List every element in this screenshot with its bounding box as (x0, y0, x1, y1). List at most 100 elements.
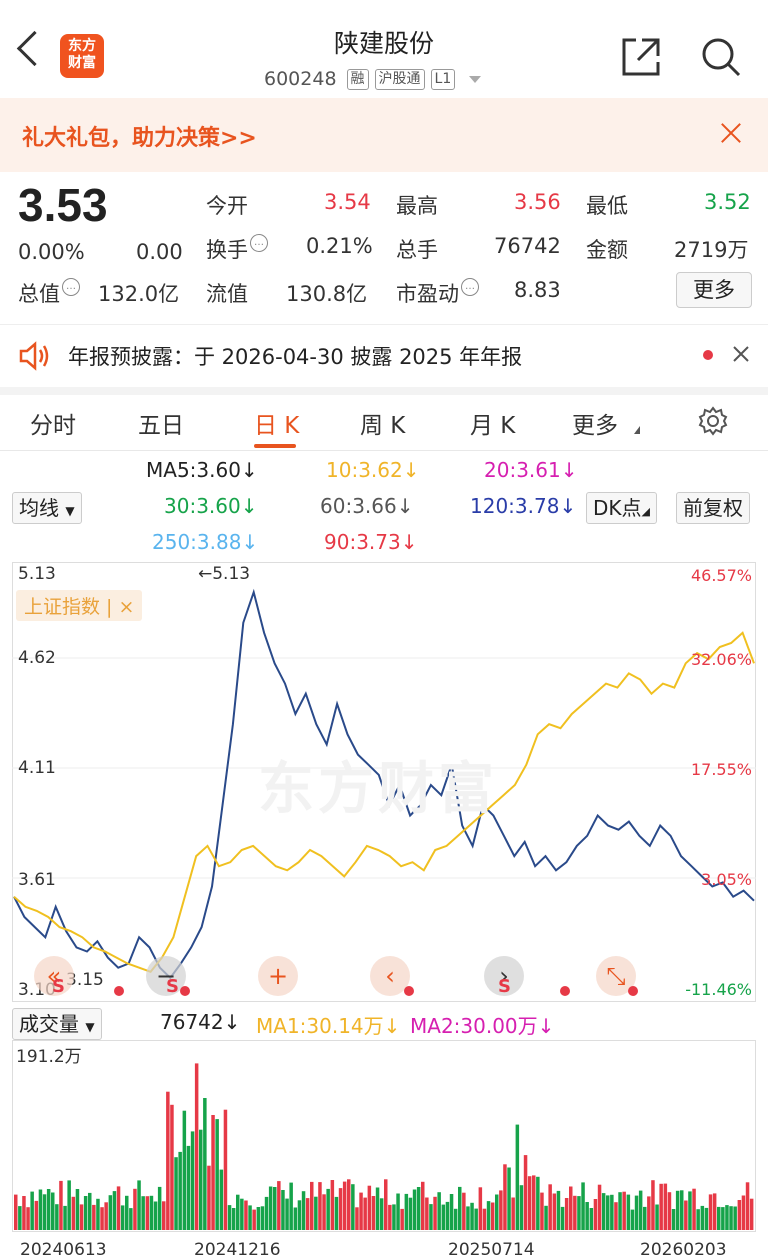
ma250-value: 250:3.88↓ (152, 530, 259, 554)
notice-bar[interactable]: 年报预披露：于 2026-04-30 披露 2025 年年报 (0, 324, 768, 395)
tab-more[interactable]: 更多 (572, 413, 618, 439)
chevron-down-icon[interactable] (469, 75, 482, 83)
volume-bar (515, 1124, 520, 1230)
volume-bar (503, 1164, 507, 1230)
notice-text[interactable]: 年报预披露：于 2026-04-30 披露 2025 年年报 (68, 345, 523, 369)
tab-five-day[interactable]: 五日 (138, 413, 184, 439)
volume-bar (425, 1197, 429, 1230)
volume-bar (647, 1196, 651, 1230)
info-icon[interactable]: … (461, 278, 479, 296)
series-line-1 (13, 631, 755, 973)
price-chart[interactable] (12, 562, 756, 1002)
volume-bar (104, 1202, 108, 1230)
volume-bar (519, 1185, 524, 1230)
volume-bar (556, 1190, 561, 1230)
signal-dot (560, 986, 570, 996)
logo-line2: 财富 (68, 55, 96, 71)
dropdown-triangle-icon (634, 426, 640, 434)
volume-bar (560, 1206, 565, 1230)
volume-bar (585, 1202, 589, 1230)
volume-bar (577, 1196, 581, 1230)
share-icon[interactable] (620, 36, 662, 78)
volume-bar (116, 1186, 121, 1230)
volume-bar (375, 1187, 380, 1230)
promo-banner[interactable]: 礼大礼包，助力决策>> (0, 98, 768, 172)
dk-point-button[interactable]: DK点◢ (586, 492, 657, 524)
unread-dot (703, 350, 713, 360)
volume-bar (227, 1205, 232, 1230)
volume-value-readout: 76742↓ (160, 1010, 241, 1034)
volume-bar (523, 1155, 528, 1230)
close-icon[interactable] (720, 118, 742, 148)
volume-bar (285, 1198, 289, 1230)
current-price: 3.53 (18, 179, 108, 231)
volume-bar (38, 1189, 43, 1230)
volume-bar (445, 1201, 450, 1230)
volume-bar (211, 1115, 215, 1230)
volume-bar (322, 1194, 326, 1230)
volume-bar (441, 1204, 446, 1230)
volume-bar (536, 1176, 540, 1230)
tag-level: L1 (430, 68, 456, 90)
volume-bar (223, 1109, 228, 1230)
date-label-1: 20240613 (20, 1240, 107, 1260)
volume-bar (745, 1182, 750, 1230)
high-label: 最高 (396, 194, 438, 218)
adjust-button[interactable]: 前复权 (676, 492, 750, 524)
volume-bar (729, 1206, 733, 1230)
volume-bar (129, 1208, 133, 1230)
pct-label-1: 46.57% (690, 566, 752, 585)
volume-bar (651, 1180, 655, 1230)
ma10-value: 10:3.62↓ (326, 458, 420, 482)
volume-bar (486, 1201, 491, 1230)
tab-month-k[interactable]: 月 K (470, 413, 516, 439)
volume-bar (120, 1205, 125, 1230)
volume-bar (149, 1195, 154, 1230)
volume-bar (470, 1202, 474, 1230)
signal-dot (404, 986, 414, 996)
signal-dot (114, 986, 124, 996)
volume-bar (178, 1151, 182, 1230)
volume-bar (256, 1207, 261, 1230)
pe-value: 8.83 (514, 278, 561, 302)
volume-bar (601, 1193, 606, 1230)
more-button[interactable]: 更多 (676, 272, 752, 308)
zoom-in-icon[interactable]: + (258, 956, 298, 996)
volume-bar (67, 1180, 71, 1230)
volume-bar (737, 1200, 742, 1230)
tab-week-k[interactable]: 周 K (360, 413, 406, 439)
close-icon[interactable] (732, 345, 750, 363)
volume-bar (338, 1188, 343, 1230)
page-title: 陕建股份 (333, 29, 434, 58)
volume-chart[interactable] (12, 1040, 756, 1232)
zoom-out-icon[interactable]: − (146, 956, 186, 996)
search-icon[interactable] (700, 36, 742, 78)
tab-intraday[interactable]: 分时 (30, 413, 76, 439)
volume-bar (297, 1200, 302, 1230)
info-icon[interactable]: … (250, 234, 268, 252)
volume-bar (708, 1194, 713, 1230)
volume-bar (581, 1182, 585, 1230)
volume-bar (495, 1194, 499, 1230)
pct-label-4: 3.05% (701, 870, 752, 889)
volume-bar (412, 1189, 417, 1230)
stock-subline[interactable]: 600248 融 沪股通 L1 (264, 66, 482, 92)
volume-bar (30, 1191, 34, 1230)
volume-bar (655, 1204, 659, 1230)
volume-bar (96, 1198, 100, 1230)
gear-icon[interactable] (698, 406, 728, 436)
info-icon[interactable]: … (62, 278, 80, 296)
ma30-value: 30:3.60↓ (164, 494, 258, 518)
volume-indicator-select[interactable]: 成交量 ▼ (12, 1008, 102, 1040)
index-compare-tag[interactable]: 上证指数 | × (16, 590, 143, 621)
chart-left-fast-icon[interactable]: « (34, 956, 74, 996)
volume-bar (630, 1209, 635, 1230)
volume-bar (293, 1207, 298, 1230)
chevron-right-icon[interactable]: › (484, 956, 524, 996)
volume-bar (540, 1192, 544, 1230)
chevron-left-icon[interactable]: ‹ (370, 956, 410, 996)
banner-text[interactable]: 礼大礼包，助力决策>> (22, 126, 257, 151)
signal-dot (180, 986, 190, 996)
tab-day-k[interactable]: 日 K (254, 413, 300, 439)
ma-select[interactable]: 均线 ▼ (12, 492, 82, 524)
